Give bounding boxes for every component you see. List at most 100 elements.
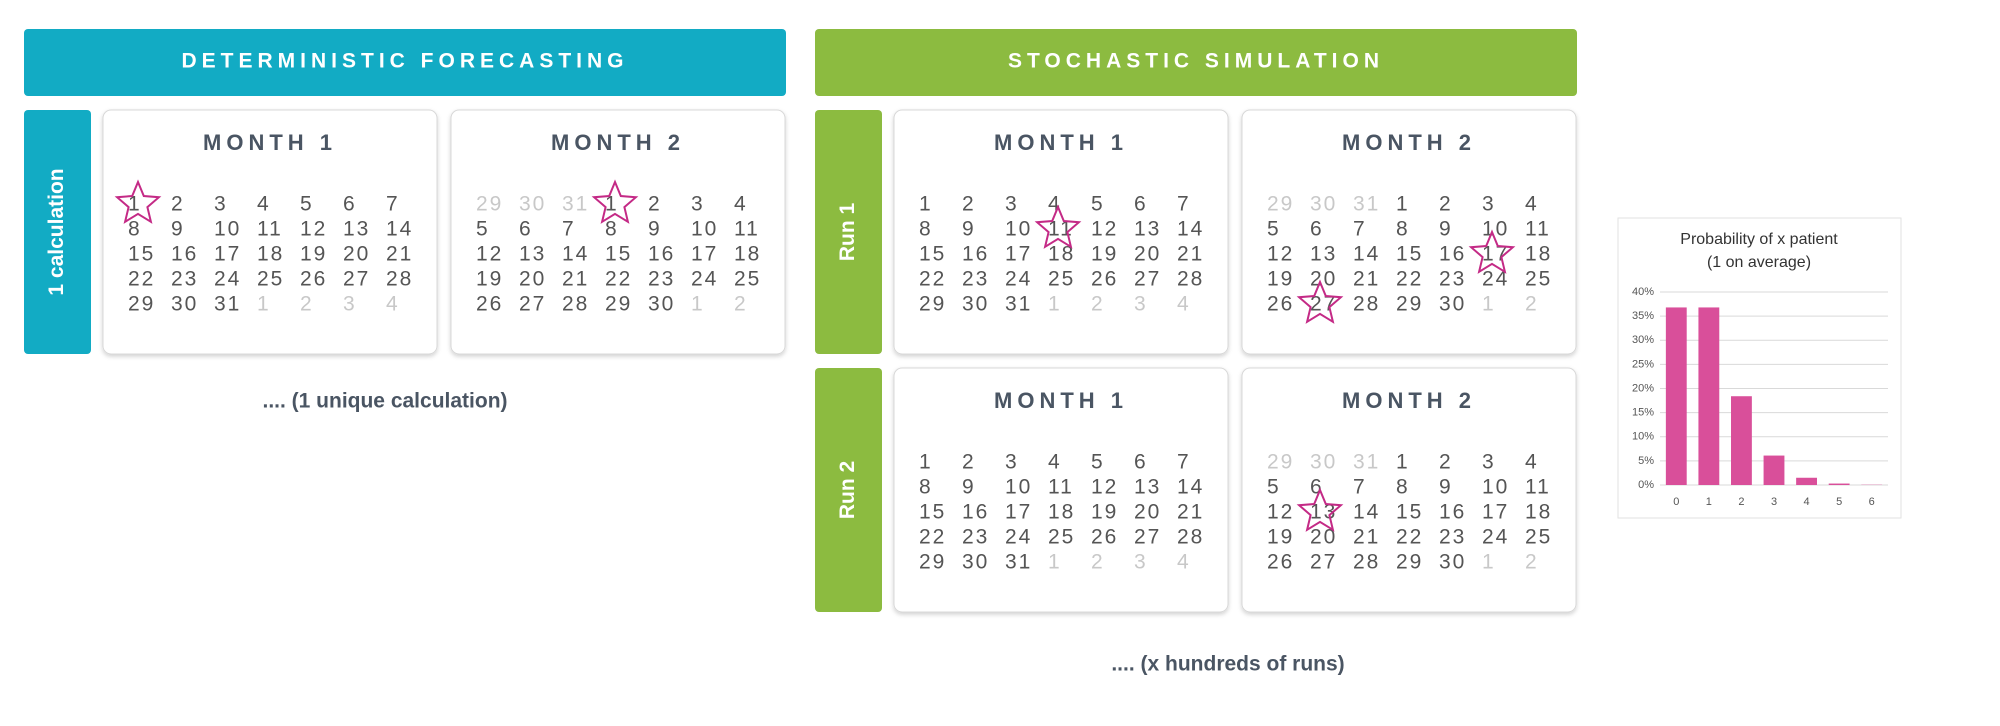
day: 3 [1482, 451, 1496, 474]
day: 30 [648, 293, 675, 316]
day: 29 [128, 293, 155, 316]
bar [1764, 456, 1785, 485]
day: 5 [300, 193, 314, 216]
section-header: DETERMINISTIC FORECASTING [181, 50, 628, 73]
day: 27 [1134, 526, 1161, 549]
day: 10 [1482, 218, 1509, 241]
day: 29 [476, 193, 503, 216]
day: 28 [1177, 526, 1204, 549]
day: 7 [1177, 451, 1191, 474]
day: 29 [1396, 293, 1423, 316]
day: 3 [214, 193, 228, 216]
caption: .... (1 unique calculation) [262, 390, 507, 413]
day: 29 [919, 293, 946, 316]
day: 31 [1005, 551, 1032, 574]
day: 2 [1525, 293, 1539, 316]
day: 31 [1353, 451, 1380, 474]
day: 31 [1005, 293, 1032, 316]
y-tick-label: 40% [1632, 286, 1654, 298]
day: 20 [1134, 501, 1161, 524]
day: 8 [919, 218, 933, 241]
day: 4 [1177, 551, 1191, 574]
day: 3 [1134, 551, 1148, 574]
x-tick-label: 5 [1836, 496, 1842, 508]
day: 6 [1134, 193, 1148, 216]
day: 12 [1267, 501, 1294, 524]
day: 24 [1005, 526, 1032, 549]
day: 30 [519, 193, 546, 216]
day: 13 [519, 243, 546, 266]
day: 29 [605, 293, 632, 316]
day: 1 [919, 193, 933, 216]
day: 26 [1267, 551, 1294, 574]
chart-title: Probability of x patient [1680, 231, 1838, 248]
day: 6 [519, 218, 533, 241]
day: 2 [734, 293, 748, 316]
bar [1731, 396, 1752, 485]
day: 27 [519, 293, 546, 316]
day: 20 [519, 268, 546, 291]
day: 27 [1310, 551, 1337, 574]
day: 7 [562, 218, 576, 241]
day: 30 [962, 293, 989, 316]
month-title: MONTH 2 [1342, 388, 1476, 413]
day: 15 [919, 501, 946, 524]
day: 15 [128, 243, 155, 266]
day: 7 [386, 193, 400, 216]
day: 14 [386, 218, 413, 241]
day: 14 [1177, 218, 1204, 241]
y-tick-label: 15% [1632, 407, 1654, 419]
day: 5 [476, 218, 490, 241]
day: 2 [1091, 551, 1105, 574]
month-title: MONTH 1 [994, 130, 1128, 155]
day: 8 [1396, 218, 1410, 241]
y-tick-label: 0% [1638, 479, 1654, 491]
bar [1666, 307, 1687, 485]
day: 1 [691, 293, 705, 316]
day: 4 [1177, 293, 1191, 316]
day: 23 [1439, 268, 1466, 291]
day: 15 [919, 243, 946, 266]
day: 25 [257, 268, 284, 291]
day: 1 [1482, 551, 1496, 574]
day: 22 [1396, 268, 1423, 291]
day: 14 [1353, 243, 1380, 266]
day: 14 [562, 243, 589, 266]
day: 9 [648, 218, 662, 241]
day: 27 [343, 268, 370, 291]
day: 23 [962, 268, 989, 291]
side-label: Run 2 [836, 461, 859, 519]
day: 19 [1091, 243, 1118, 266]
day: 8 [1396, 476, 1410, 499]
day: 5 [1091, 451, 1105, 474]
day: 24 [1482, 526, 1509, 549]
day: 26 [1091, 268, 1118, 291]
day: 25 [1525, 268, 1552, 291]
day: 7 [1177, 193, 1191, 216]
day: 6 [1310, 218, 1324, 241]
day: 3 [1005, 451, 1019, 474]
x-tick-label: 6 [1869, 496, 1875, 508]
day: 13 [343, 218, 370, 241]
day: 30 [1439, 551, 1466, 574]
day: 28 [386, 268, 413, 291]
day: 28 [1353, 551, 1380, 574]
day: 20 [1310, 268, 1337, 291]
day: 16 [648, 243, 675, 266]
day: 5 [1267, 476, 1281, 499]
day: 17 [1005, 243, 1032, 266]
day: 26 [300, 268, 327, 291]
day: 6 [1134, 451, 1148, 474]
day: 3 [1482, 193, 1496, 216]
day: 1 [1396, 193, 1410, 216]
day: 28 [562, 293, 589, 316]
day: 1 [1048, 551, 1062, 574]
day: 17 [1482, 501, 1509, 524]
day: 22 [1396, 526, 1423, 549]
day: 8 [919, 476, 933, 499]
day: 17 [214, 243, 241, 266]
day: 19 [300, 243, 327, 266]
day: 19 [1267, 268, 1294, 291]
